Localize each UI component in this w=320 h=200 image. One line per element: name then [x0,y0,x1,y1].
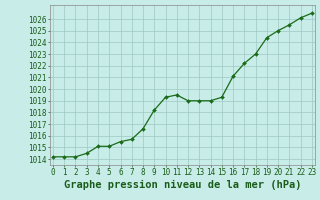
X-axis label: Graphe pression niveau de la mer (hPa): Graphe pression niveau de la mer (hPa) [64,180,301,190]
